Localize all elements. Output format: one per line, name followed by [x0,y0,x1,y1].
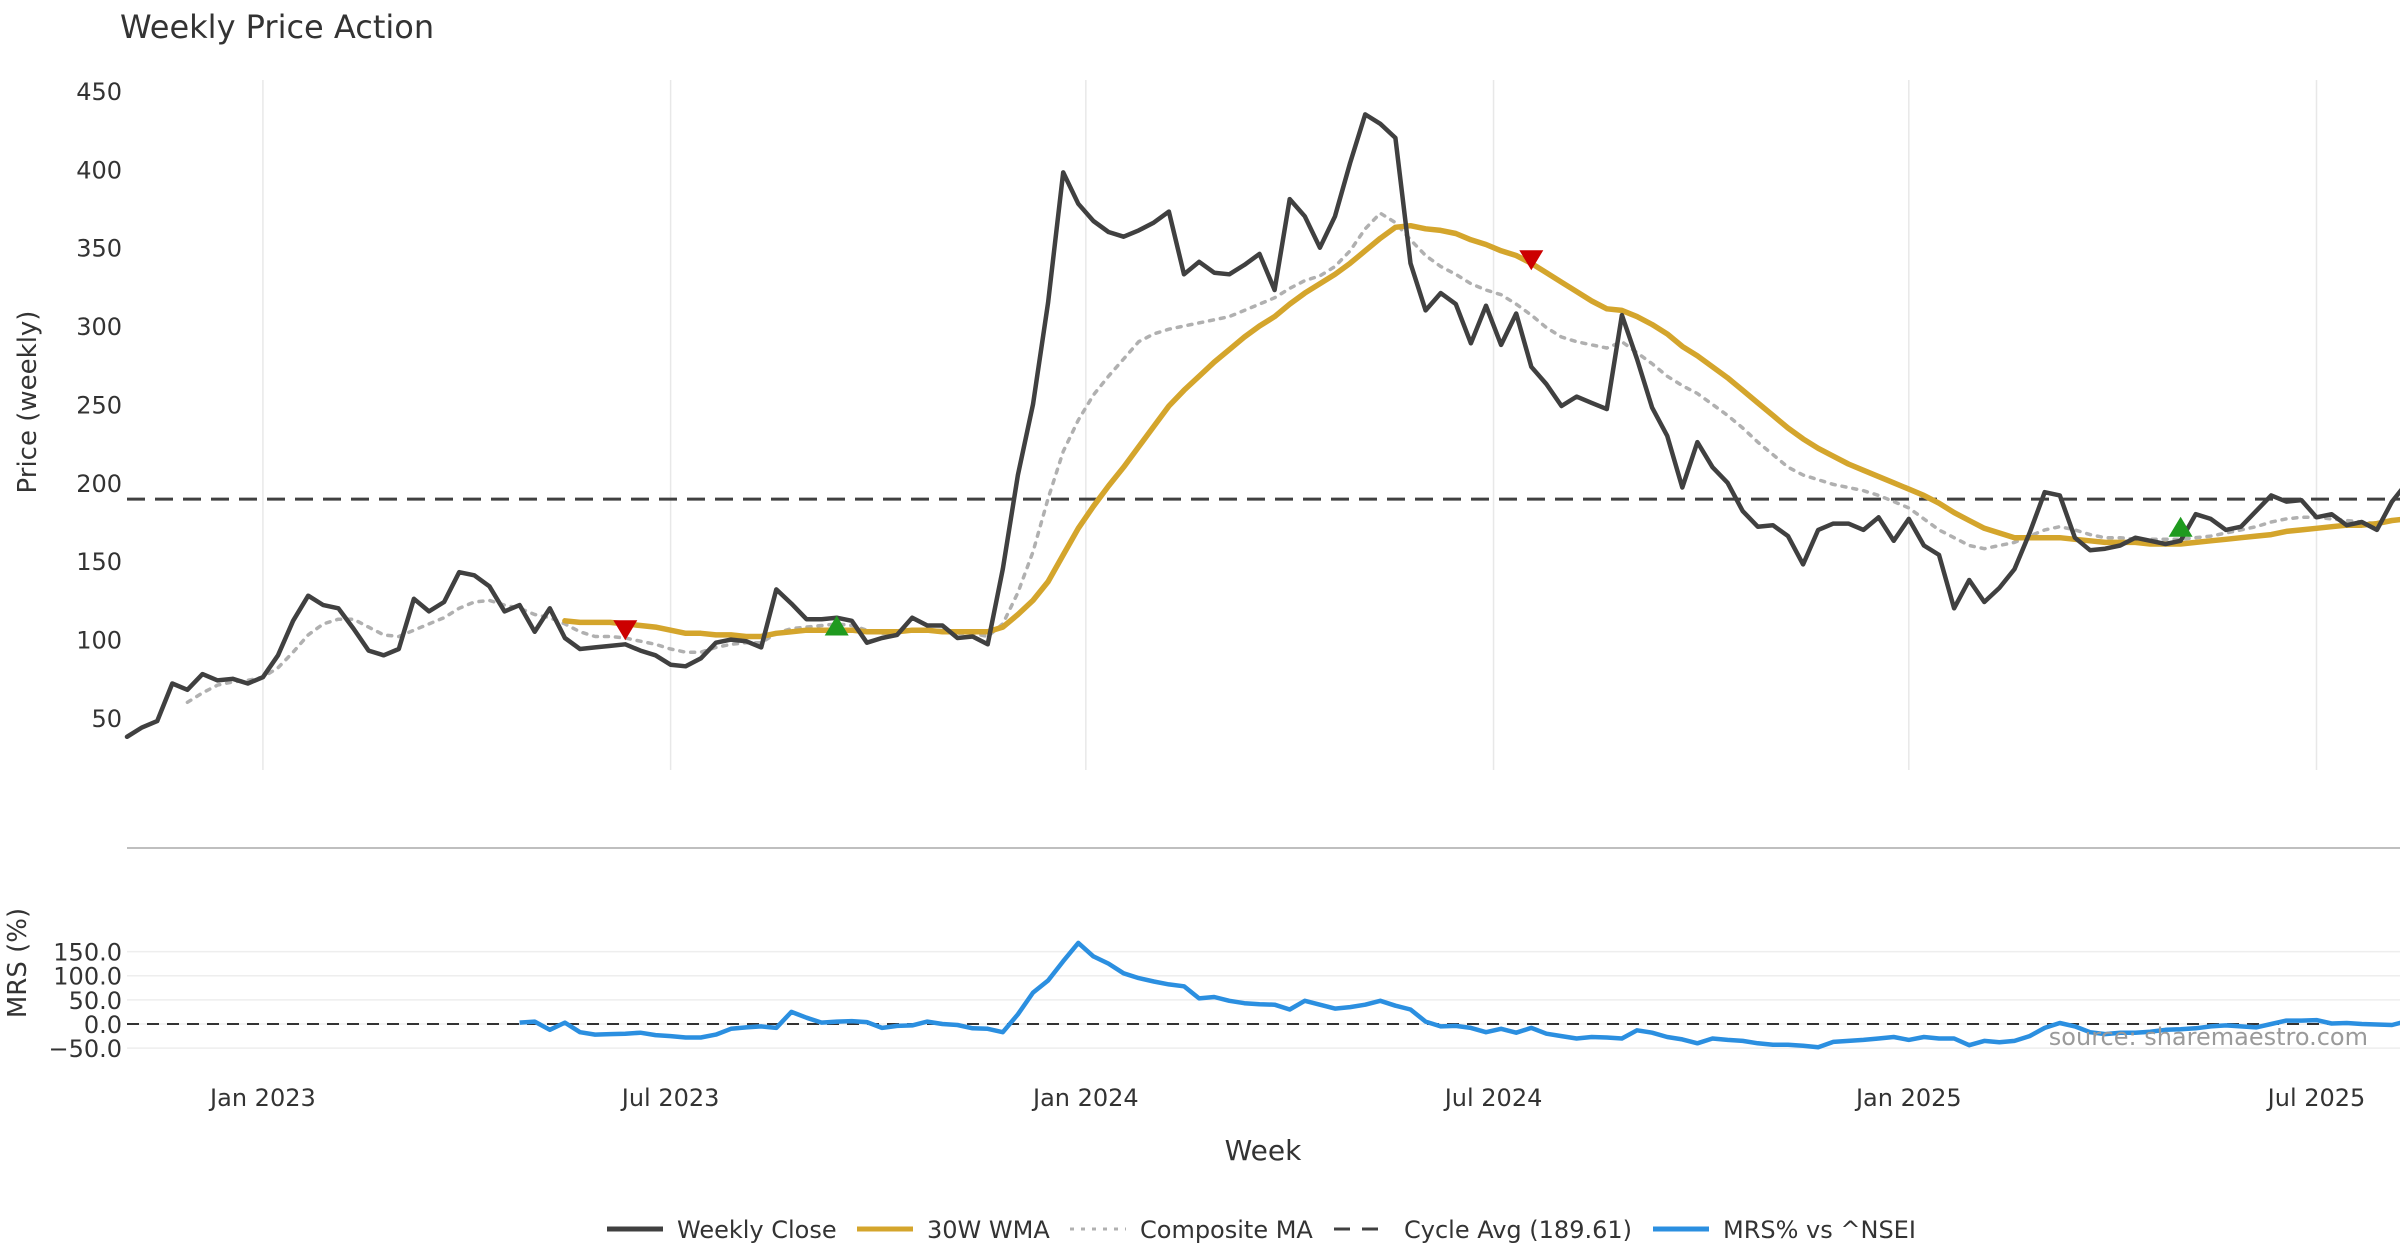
x-tick-label: Jan 2023 [208,1084,316,1112]
x-axis-ticks: Jan 2023 Jul 2023 Jan 2024 Jul 2024 Jan 2025… [208,1084,2365,1112]
mrs-y-tick-label: 150.0 [53,939,122,967]
legend: Weekly Close 30W WMA Composite MA Cycle Avg… [607,1216,1916,1244]
x-tick-label: Jul 2023 [620,1084,720,1112]
legend-label: Composite MA [1140,1216,1313,1244]
legend-label: Cycle Avg (189.61) [1404,1216,1632,1244]
source-annotation: source: sharemaestro.com [2049,1023,2368,1051]
price-y-tick-label: 450 [76,78,122,106]
x-tick-label: Jul 2024 [1443,1084,1543,1112]
x-tick-label: Jan 2024 [1031,1084,1139,1112]
sell-signal-marker [613,620,638,641]
signal-markers [613,250,2193,641]
mrs-gridlines [127,950,2400,1049]
price-y-tick-label: 200 [76,470,122,498]
x-tick-label: Jan 2025 [1854,1084,1962,1112]
mrs-y-tick-label: 100.0 [53,963,122,991]
price-y-tick-label: 250 [76,391,122,419]
price-y-axis-label: Price (weekly) [13,311,43,494]
price-y-tick-label: 350 [76,235,122,263]
price-gridlines [262,80,2318,770]
buy-signal-marker [2168,516,2193,537]
mrs-y-tick-label: 50.0 [69,987,122,1015]
price-y-tick-label: 100 [76,627,122,655]
mrs-y-tick-label: 0.0 [84,1011,122,1039]
series-line-weekly-close [124,112,2400,740]
price-series-group [124,112,2400,740]
buy-signal-marker [824,615,849,636]
mrs-y-tick-label: −50.0 [48,1035,122,1063]
price-y-tick-label: 400 [76,156,122,184]
mrs-series-group [519,940,2400,1050]
series-line-mrs [519,940,2400,1050]
series-line-composite-ma [185,211,2400,705]
mrs-y-axis-label: MRS (%) [3,908,33,1018]
x-tick-label: Jul 2025 [2266,1084,2366,1112]
x-axis-label: Week [1225,1134,1302,1167]
price-y-tick-label: 300 [76,313,122,341]
price-y-tick-label: 50 [91,705,122,733]
sell-signal-marker [1519,250,1544,271]
legend-label: 30W WMA [927,1216,1050,1244]
legend-label: Weekly Close [677,1216,837,1244]
price-y-tick-label: 150 [76,548,122,576]
chart-title: Weekly Price Action [120,8,434,46]
price-y-ticks: 50 100 150 200 250 300 350 400 450 [76,78,122,733]
legend-label: MRS% vs ^NSEI [1723,1216,1916,1244]
